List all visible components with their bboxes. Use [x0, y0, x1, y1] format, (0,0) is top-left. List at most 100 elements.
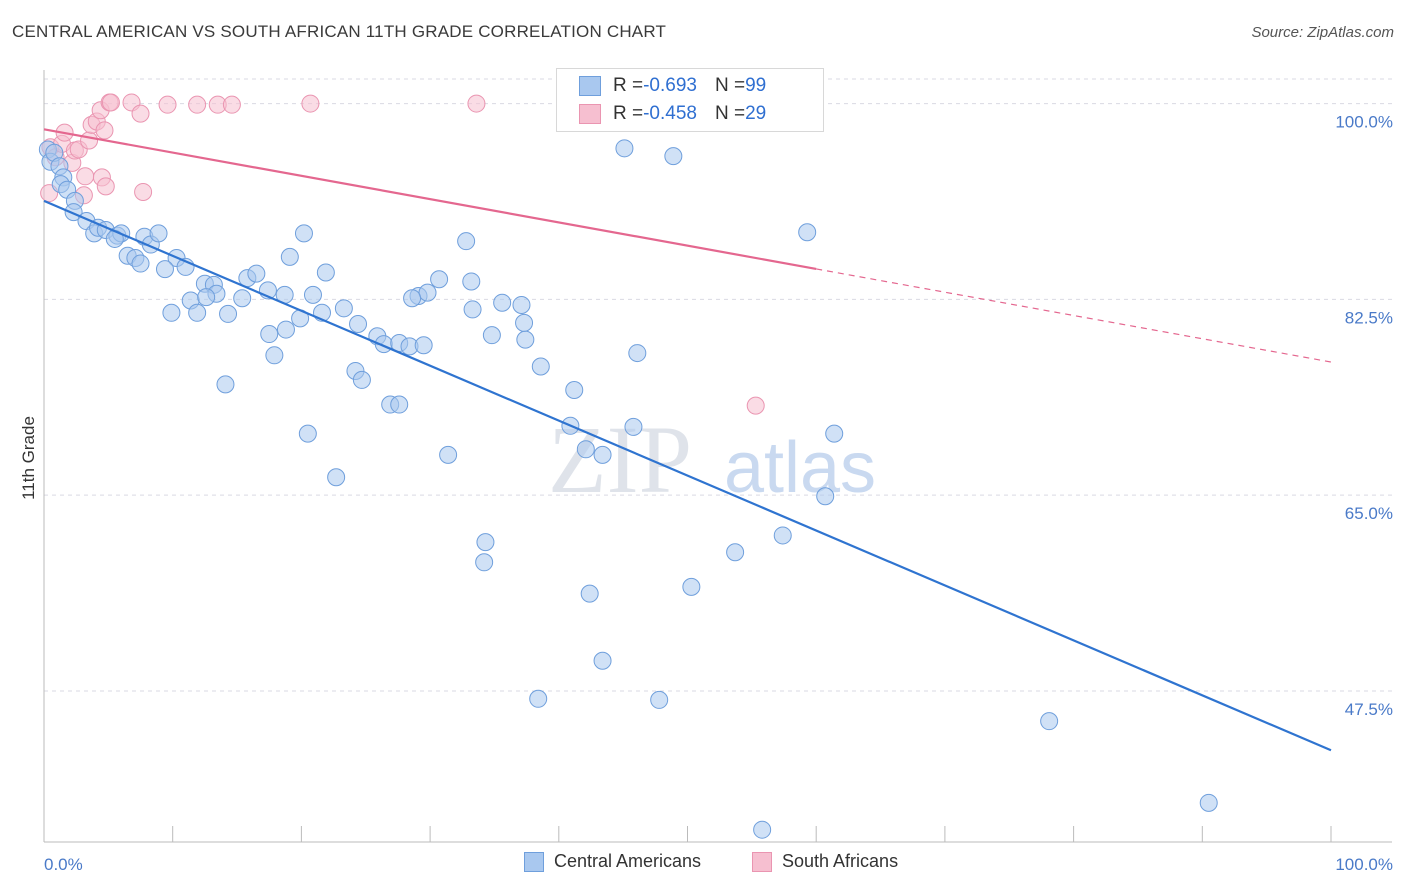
- x-tick-labels: 0.0% 100.0%: [44, 855, 1393, 874]
- series-legend: Central Americans South Africans: [0, 851, 1406, 879]
- central-american-point: [628, 344, 647, 363]
- y-tick-labels: 100.0% 82.5% 65.0% 47.5%: [1335, 113, 1393, 719]
- x-tick-label-max: 100.0%: [1335, 855, 1393, 874]
- trend-lines: [43, 128, 1332, 752]
- watermark-atlas: atlas: [724, 428, 876, 508]
- south-africans-points: [40, 93, 765, 415]
- central-american-point: [816, 487, 835, 506]
- central-american-point: [615, 139, 634, 158]
- legend-row-south-africans: R = -0.458 N = 29: [579, 102, 766, 126]
- central-american-point: [265, 346, 284, 365]
- central-american-point: [439, 445, 458, 464]
- central-american-point: [463, 300, 482, 319]
- central-american-point: [798, 223, 817, 242]
- central-american-point: [334, 299, 353, 318]
- central-american-point: [414, 336, 433, 355]
- legend-label: South Africans: [782, 851, 899, 871]
- legend-r-value: -0.458: [643, 103, 697, 124]
- south-african-point: [95, 121, 114, 140]
- central-american-point: [682, 577, 701, 596]
- central-american-point: [162, 303, 181, 322]
- central-american-point: [512, 295, 531, 314]
- central-american-point: [482, 326, 501, 345]
- central-american-point: [430, 270, 449, 289]
- south-african-point: [101, 93, 120, 112]
- south-african-point: [134, 182, 153, 201]
- central-american-point: [131, 254, 150, 273]
- central-american-point: [565, 380, 584, 399]
- central-american-point: [247, 264, 266, 283]
- central-american-point: [327, 468, 346, 487]
- central-american-point: [457, 232, 476, 251]
- central-american-point: [216, 375, 235, 394]
- central-american-point: [531, 357, 550, 376]
- x-tick-label-min: 0.0%: [44, 855, 83, 874]
- legend-n-value: 29: [745, 103, 767, 124]
- central-american-point: [155, 260, 174, 279]
- central-american-point: [149, 224, 168, 243]
- legend-r-value: -0.693: [643, 75, 697, 96]
- south-african-point: [746, 396, 765, 415]
- central-american-point: [303, 285, 322, 304]
- legend-label: Central Americans: [554, 851, 702, 871]
- y-tick-label: 82.5%: [1345, 308, 1393, 327]
- trend-line-pink: [43, 128, 817, 271]
- central-american-point: [233, 289, 252, 308]
- trend-line-blue: [43, 199, 1332, 752]
- pink-swatch: [579, 104, 601, 124]
- south-african-point: [222, 95, 241, 114]
- blue-swatch: [579, 76, 601, 96]
- legend-item-south-africans[interactable]: South Africans: [752, 851, 898, 872]
- central-american-point: [298, 424, 317, 443]
- axes: [43, 70, 1392, 843]
- central-american-point: [664, 147, 683, 166]
- central-american-point: [197, 288, 216, 307]
- central-american-point: [624, 417, 643, 436]
- legend-item-central-americans[interactable]: Central Americans: [524, 851, 701, 872]
- central-american-point: [593, 651, 612, 670]
- central-american-point: [580, 584, 599, 603]
- pink-swatch: [752, 851, 772, 872]
- source-note: Source: ZipAtlas.com: [1251, 24, 1394, 41]
- central-american-point: [188, 303, 207, 322]
- central-american-point: [462, 272, 481, 291]
- central-american-point: [475, 553, 494, 572]
- central-american-point: [773, 526, 792, 545]
- central-american-point: [493, 293, 512, 312]
- central-american-point: [294, 224, 313, 243]
- central-american-point: [260, 325, 279, 344]
- central-american-point: [726, 543, 745, 562]
- central-american-point: [418, 283, 437, 302]
- central-american-point: [280, 247, 299, 266]
- central-american-point: [349, 314, 368, 333]
- south-african-point: [96, 177, 115, 196]
- central-american-point: [529, 689, 548, 708]
- central-american-point: [352, 370, 371, 389]
- central-american-point: [576, 440, 595, 459]
- central-american-point: [390, 395, 409, 414]
- central-american-point: [650, 690, 669, 709]
- y-tick-label: 47.5%: [1345, 700, 1393, 719]
- legend-r-label: R =: [613, 103, 644, 124]
- legend-row-central-americans: R = -0.693 N = 99: [579, 74, 766, 98]
- central-american-point: [1040, 712, 1059, 731]
- south-african-point: [158, 95, 177, 114]
- blue-swatch: [524, 851, 544, 872]
- y-tick-label: 100.0%: [1335, 113, 1393, 132]
- south-african-point: [80, 131, 99, 150]
- legend-r-label: R =: [613, 75, 644, 96]
- legend-n-label: N =: [714, 103, 746, 124]
- central-american-point: [753, 820, 772, 839]
- central-american-point: [276, 320, 295, 339]
- central-american-point: [316, 263, 335, 282]
- chart-title: CENTRAL AMERICAN VS SOUTH AFRICAN 11TH G…: [12, 22, 667, 41]
- south-african-point: [467, 94, 486, 113]
- central-american-point: [219, 304, 238, 323]
- south-african-point: [76, 167, 95, 186]
- legend-n-label: N =: [714, 75, 746, 96]
- south-african-point: [188, 95, 207, 114]
- south-african-point: [131, 104, 150, 123]
- correlation-legend: R = -0.693 N = 99 R = -0.458 N = 29: [556, 68, 824, 132]
- y-axis-title: 11th Grade: [19, 416, 38, 500]
